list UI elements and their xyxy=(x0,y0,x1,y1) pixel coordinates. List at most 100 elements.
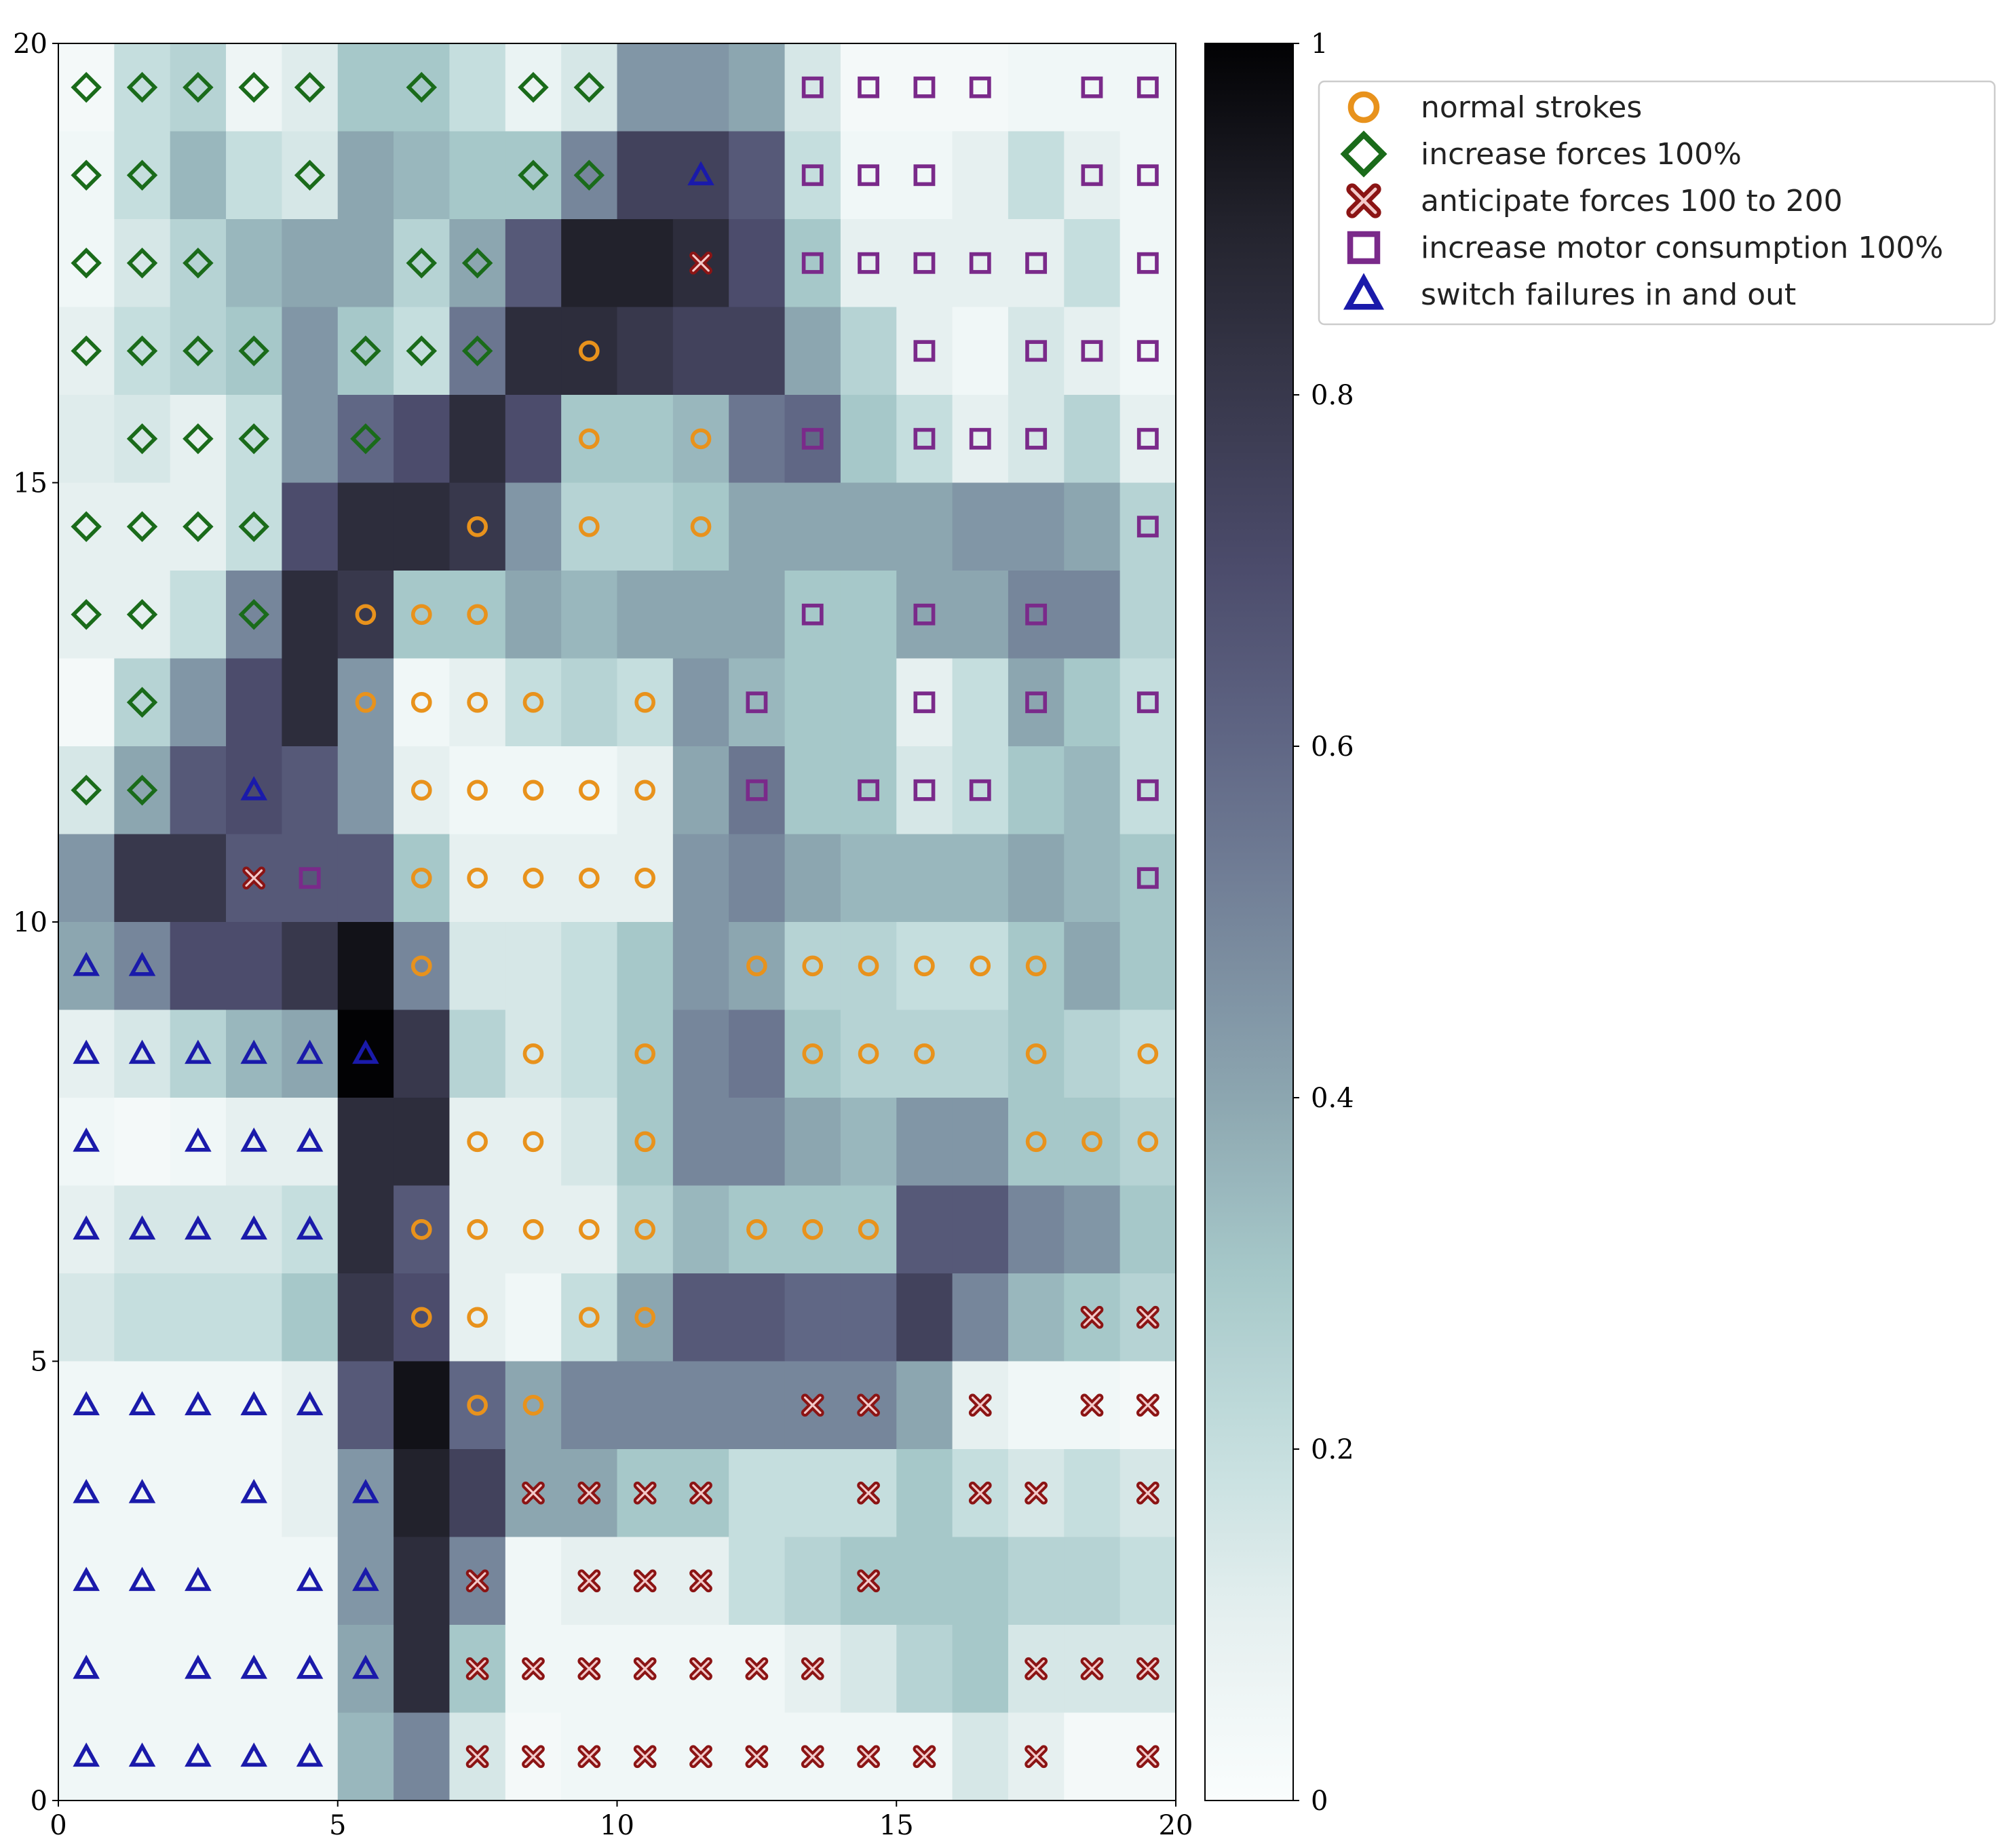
heatmap-cell xyxy=(226,1361,282,1450)
heatmap-cell xyxy=(226,43,282,132)
heatmap-cell xyxy=(170,1712,227,1801)
marker-diamond xyxy=(126,159,158,191)
heatmap-cell xyxy=(784,482,841,571)
heatmap-cell xyxy=(282,1361,339,1450)
y-tick-label: 0 xyxy=(31,1786,47,1817)
heatmap-cell xyxy=(394,1537,451,1625)
heatmap-cell xyxy=(449,395,506,484)
heatmap-cell xyxy=(672,834,729,923)
marker-circle xyxy=(579,1218,600,1240)
marker-circle xyxy=(522,1394,544,1416)
marker-circle xyxy=(522,691,544,713)
heatmap-cell xyxy=(226,219,282,308)
marker-square xyxy=(1025,603,1048,625)
marker-thick-x xyxy=(1024,1481,1048,1505)
heatmap-cell xyxy=(1008,1098,1065,1187)
marker-circle xyxy=(802,955,824,977)
marker-square xyxy=(969,76,991,98)
marker-circle xyxy=(634,1218,655,1240)
marker-circle xyxy=(634,1307,655,1328)
heatmap-cell xyxy=(226,571,282,659)
marker-triangle xyxy=(240,1127,268,1152)
heatmap-cell xyxy=(1008,395,1065,484)
marker-thick-x xyxy=(1024,1657,1048,1680)
heatmap-cell xyxy=(561,1273,618,1362)
heatmap-cell xyxy=(1119,131,1176,220)
heatmap-cell xyxy=(449,746,506,835)
heatmap-cell xyxy=(282,571,339,659)
heatmap-cell xyxy=(784,131,841,220)
plot-axes: 0 5 10 15 20 0 5 10 15 20 xyxy=(13,28,1193,1841)
heatmap-cell xyxy=(729,922,786,1011)
marker-circle xyxy=(690,428,712,450)
colorbar-tick-label: 0 xyxy=(1311,1786,1328,1817)
marker-triangle xyxy=(240,1039,268,1064)
heatmap-cell xyxy=(114,482,171,571)
marker-thick-x xyxy=(1136,1305,1160,1329)
heatmap-cell xyxy=(58,219,115,308)
heatmap-cell xyxy=(58,1098,115,1187)
heatmap-cell xyxy=(114,1009,171,1098)
heatmap-cell xyxy=(282,1098,339,1187)
heatmap-cell xyxy=(58,571,115,659)
y-tick-label: 20 xyxy=(13,28,47,60)
heatmap-cell xyxy=(1119,922,1176,1011)
heatmap-cell xyxy=(1008,307,1065,396)
heatmap-cell xyxy=(1119,395,1176,484)
heatmap-cell xyxy=(1064,1009,1121,1098)
heatmap-cell xyxy=(617,1273,674,1362)
heatmap-cell xyxy=(449,1009,506,1098)
marker-circle xyxy=(467,779,488,801)
heatmap-cell xyxy=(561,1185,618,1274)
heatmap-cell xyxy=(114,1098,171,1187)
heatmap-cell xyxy=(729,219,786,308)
legend-label: increase forces 100% xyxy=(1421,137,1742,172)
heatmap-cell xyxy=(672,1273,729,1362)
marker-triangle xyxy=(240,1391,268,1416)
heatmap-cell xyxy=(114,1712,171,1801)
x-tick-label: 20 xyxy=(1159,1810,1193,1841)
marker-diamond xyxy=(183,248,214,279)
marker-thick-x xyxy=(801,1657,824,1680)
heatmap-grid xyxy=(58,43,1176,1801)
heatmap-cell xyxy=(58,482,115,571)
heatmap-cell xyxy=(1064,922,1121,1011)
marker-square xyxy=(1136,691,1159,714)
legend-item: increase motor consumption 100% xyxy=(1347,231,1943,265)
heatmap-cell xyxy=(337,1449,394,1538)
marker-diamond xyxy=(406,248,438,279)
marker-diamond xyxy=(71,599,102,630)
marker-triangle xyxy=(73,1391,100,1416)
heatmap-cell xyxy=(505,922,562,1011)
marker-thick-x xyxy=(577,1657,601,1680)
heatmap-cell xyxy=(561,43,618,132)
marker-square xyxy=(1025,427,1048,450)
marker-square xyxy=(1025,340,1048,362)
heatmap-cell xyxy=(58,395,115,484)
heatmap-cell xyxy=(170,571,227,659)
heatmap-cell xyxy=(1064,746,1121,835)
marker-circle xyxy=(802,1043,824,1064)
heatmap-cell xyxy=(394,922,451,1011)
marker-thick-x xyxy=(689,1481,712,1505)
heatmap-cell xyxy=(1119,1185,1176,1274)
heatmap-cell xyxy=(840,922,897,1011)
heatmap-cell xyxy=(226,131,282,220)
x-tick-label: 15 xyxy=(879,1810,914,1841)
heatmap-cell xyxy=(394,1098,451,1187)
heatmap-cell xyxy=(840,1009,897,1098)
legend: normal strokes increase forces 100% antici… xyxy=(1318,80,1996,326)
heatmap-cell xyxy=(617,395,674,484)
marker-circle xyxy=(579,340,600,362)
heatmap-cell xyxy=(394,1009,451,1098)
heatmap-cell xyxy=(170,746,227,835)
heatmap-cell xyxy=(337,482,394,571)
heatmap-cell xyxy=(505,307,562,396)
heatmap-cell xyxy=(337,1625,394,1714)
heatmap-cell xyxy=(896,219,953,308)
heatmap-cell xyxy=(394,1449,451,1538)
heatmap-cell xyxy=(1119,1537,1176,1625)
heatmap-cell xyxy=(170,131,227,220)
marker-thick-x xyxy=(522,1481,545,1505)
marker-square xyxy=(801,76,824,98)
